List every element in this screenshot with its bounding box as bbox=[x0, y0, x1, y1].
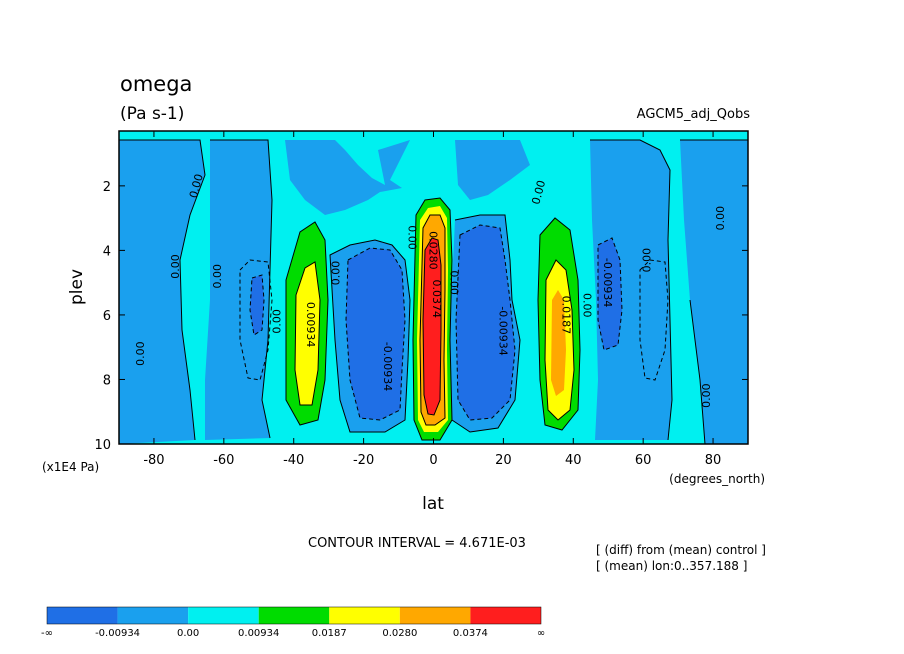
y-axis-ticks: 2 4 6 8 10 bbox=[94, 180, 748, 453]
colorbar bbox=[46, 606, 542, 625]
contour-labels: 0.00 0.00 0.00 0.00 0.00 0.00934 0.00 -0.00934 0… bbox=[134, 172, 727, 407]
contour-label: 0.00 bbox=[580, 293, 593, 318]
note-line-1: [ (diff) from (mean) control ] bbox=[596, 543, 766, 557]
plot-area: 0.00 0.00 0.00 0.00 0.00 0.00934 0.00 -0.00934 0… bbox=[119, 131, 748, 444]
x-tick-label: 0 bbox=[429, 453, 437, 468]
contour-label: 0.00 bbox=[529, 179, 548, 206]
y-tick-label: 2 bbox=[103, 180, 111, 195]
contour-label: 0.0374 bbox=[430, 280, 443, 319]
y-tick-label: 6 bbox=[103, 309, 111, 324]
x-axis-units: (degrees_north) bbox=[669, 472, 765, 486]
colorbar-label: 0.0187 bbox=[312, 628, 347, 639]
contour-label: 0.00 bbox=[169, 254, 182, 279]
colorbar-labels: -∞ -0.00934 0.00 0.00934 0.0187 0.0280 0.0374 ∞ bbox=[41, 628, 545, 639]
contour-label: 0.00 bbox=[330, 261, 343, 286]
cell-nh-sub-minus bbox=[456, 225, 515, 420]
contour-label: 0.00 bbox=[211, 264, 224, 289]
contour-label: 0.0187 bbox=[559, 296, 572, 335]
x-tick-label: -40 bbox=[283, 453, 304, 468]
x-axis-ticks: -80 -60 -40 -20 0 20 40 60 80 bbox=[143, 131, 721, 468]
contour-label: 0.00 bbox=[187, 172, 206, 199]
y-axis-label: plev bbox=[67, 269, 87, 305]
region-sh-mid bbox=[205, 140, 272, 440]
x-tick-label: -80 bbox=[143, 453, 164, 468]
colorbar-swatch bbox=[399, 607, 471, 624]
colorbar-label: -0.00934 bbox=[95, 628, 140, 639]
contour-label: 0.00 bbox=[700, 383, 713, 408]
cell-sh-sub-minus bbox=[346, 248, 405, 420]
x-tick-label: -60 bbox=[213, 453, 234, 468]
colorbar-label: 0.0280 bbox=[382, 628, 417, 639]
contour-label: 0.00 bbox=[270, 309, 283, 334]
colorbar-swatch bbox=[329, 607, 400, 624]
x-tick-label: 80 bbox=[705, 453, 722, 468]
x-tick-label: 60 bbox=[635, 453, 652, 468]
region-nh-polar bbox=[680, 140, 748, 444]
contour-label: 0.00 bbox=[641, 248, 654, 273]
colorbar-label: 0.00934 bbox=[238, 628, 279, 639]
colorbar-swatch bbox=[47, 607, 118, 624]
colorbar-swatch bbox=[470, 607, 541, 624]
negative-contour-lines bbox=[239, 224, 669, 421]
x-tick-label: 20 bbox=[495, 453, 512, 468]
cell-nh-mid-minus bbox=[598, 238, 622, 350]
colorbar-label: 0.00 bbox=[177, 628, 199, 639]
region-sh-polar-top bbox=[285, 140, 410, 215]
contour-label: 0.00 bbox=[447, 270, 460, 295]
contour-lines bbox=[119, 139, 748, 444]
colorbar-label: 0.0374 bbox=[453, 628, 488, 639]
strong-negative-regions bbox=[250, 225, 622, 420]
contour-label: 0.00 bbox=[406, 225, 419, 250]
contour-interval-text: CONTOUR INTERVAL = 4.671E-03 bbox=[308, 536, 526, 551]
colorbar-label: -∞ bbox=[41, 628, 53, 639]
units-subtitle: (Pa s-1) bbox=[120, 104, 184, 124]
note-line-2: [ (mean) lon:0..357.188 ] bbox=[596, 559, 747, 573]
nh-positive-cell bbox=[538, 218, 580, 430]
contour-label: 0.0280 bbox=[427, 231, 440, 270]
cell-sh-minus bbox=[250, 275, 264, 335]
y-tick-label: 4 bbox=[103, 244, 111, 259]
colorbar-swatch bbox=[117, 607, 189, 624]
contour-label: 0.00934 bbox=[304, 302, 317, 348]
contour-label: 0.00 bbox=[714, 206, 727, 231]
y-tick-label: 8 bbox=[103, 373, 111, 388]
region-nh-top bbox=[455, 140, 530, 200]
y-tick-label: 10 bbox=[94, 438, 111, 453]
contour-label: -0.00934 bbox=[381, 342, 394, 391]
x-axis-label: lat bbox=[422, 494, 444, 514]
region-sh-polar bbox=[119, 140, 205, 444]
contour-label: 0.00 bbox=[134, 341, 147, 366]
dataset-label: AGCM5_adj_Qobs bbox=[637, 107, 751, 122]
contour-label: -0.00934 bbox=[496, 306, 509, 355]
colorbar-frame bbox=[46, 606, 542, 625]
colorbar-label: ∞ bbox=[537, 628, 545, 639]
x-tick-label: 40 bbox=[565, 453, 582, 468]
region-nh-mid bbox=[590, 140, 672, 440]
colorbar-swatch bbox=[188, 607, 259, 624]
colorbar-swatch bbox=[258, 607, 330, 624]
contour-label: -0.00934 bbox=[601, 258, 614, 307]
variable-title: omega bbox=[120, 72, 192, 96]
y-axis-units: (x1E4 Pa) bbox=[42, 460, 99, 474]
x-tick-label: -20 bbox=[353, 453, 374, 468]
